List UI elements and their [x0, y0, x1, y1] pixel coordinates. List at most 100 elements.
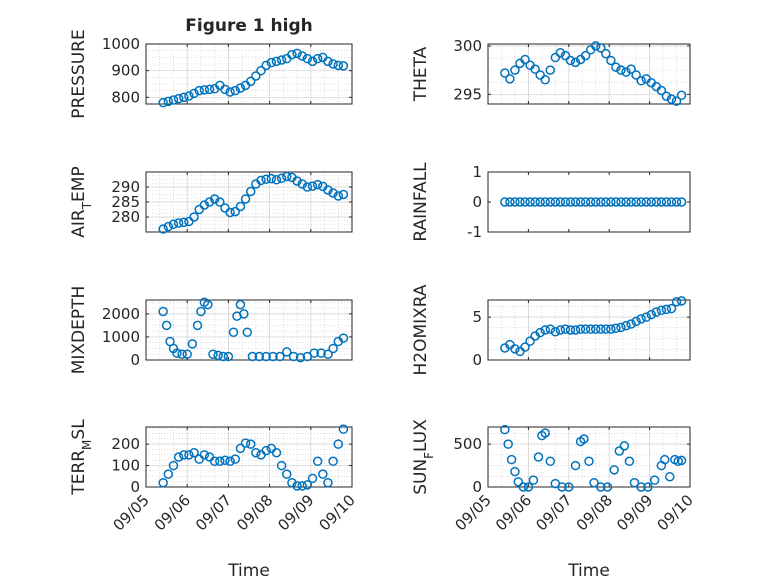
data-point — [323, 185, 333, 195]
data-point — [307, 181, 318, 191]
data-point — [626, 319, 636, 329]
data-point — [292, 481, 302, 491]
data-point — [590, 41, 601, 51]
data-point — [276, 55, 287, 65]
data-point — [328, 343, 338, 354]
data-point — [220, 203, 230, 213]
data-point — [596, 43, 606, 53]
data-point — [570, 57, 581, 68]
data-point — [333, 191, 344, 201]
data-point — [282, 171, 292, 182]
data-point — [535, 70, 545, 80]
data-point — [245, 76, 256, 87]
data-point — [192, 320, 203, 331]
x-tick-label: 09/05 — [110, 491, 153, 534]
y-tick-label: 0 — [130, 478, 140, 496]
chart-title: Figure 1 high — [185, 16, 313, 36]
data-point — [601, 197, 611, 207]
data-point — [242, 327, 253, 338]
data-point — [184, 450, 194, 460]
y-tick-label: 1 — [472, 163, 482, 181]
x-tick-label: 09/10 — [654, 491, 697, 534]
data-point — [631, 70, 641, 80]
data-point — [666, 94, 677, 104]
data-point — [580, 197, 591, 207]
data-point — [309, 348, 319, 358]
data-point — [297, 179, 307, 189]
data-point — [220, 455, 230, 465]
data-point — [545, 65, 556, 75]
data-point — [276, 460, 287, 471]
data-point — [172, 348, 182, 358]
data-point — [564, 482, 574, 492]
data-point — [665, 471, 675, 482]
data-point — [239, 309, 249, 319]
data-point — [575, 324, 586, 334]
data-point — [540, 75, 550, 85]
data-point — [584, 456, 594, 467]
y-tick-label: 290 — [111, 178, 140, 196]
data-point — [187, 339, 198, 349]
data-point — [179, 450, 189, 460]
data-point — [656, 305, 667, 316]
data-point — [288, 351, 299, 362]
data-point — [199, 200, 210, 210]
data-point — [589, 477, 599, 488]
data-point — [606, 324, 616, 334]
data-point — [204, 197, 215, 207]
axes-box — [487, 43, 691, 105]
data-point — [161, 320, 172, 331]
data-point — [235, 299, 246, 310]
data-point — [245, 186, 256, 197]
data-point — [500, 424, 510, 435]
y-tick-label: 5 — [472, 308, 482, 326]
data-point — [570, 325, 581, 335]
y-axis-label: THETA — [411, 46, 431, 102]
data-point — [251, 71, 261, 81]
data-point — [225, 207, 235, 218]
data-point — [500, 68, 510, 78]
axes-box — [145, 299, 353, 361]
x-tick-label: 09/06 — [492, 491, 535, 534]
data-point — [271, 175, 282, 185]
data-point — [196, 306, 206, 317]
data-point — [194, 85, 204, 96]
data-point — [611, 197, 621, 207]
data-point — [570, 197, 581, 207]
data-point — [676, 90, 687, 101]
data-point — [579, 434, 589, 444]
data-point — [601, 324, 611, 334]
data-point — [261, 445, 271, 456]
data-point — [661, 304, 672, 315]
y-tick-label: 285 — [111, 193, 140, 211]
data-point — [590, 324, 601, 334]
x-tick-label: 09/09 — [613, 491, 656, 534]
axes-box — [145, 43, 353, 105]
data-point — [199, 85, 210, 95]
y-axis-label: AIRTEMP — [69, 166, 94, 237]
data-point — [580, 50, 591, 61]
data-point — [646, 197, 657, 207]
x-tick-label: 09/05 — [452, 491, 495, 534]
data-point — [533, 452, 544, 462]
data-point — [297, 481, 307, 491]
data-point — [163, 469, 174, 479]
axes-mixdepth: 0 1000 2000 MIXDEPTH — [69, 286, 353, 374]
data-point — [179, 217, 189, 228]
data-point — [302, 53, 313, 64]
data-point — [333, 60, 344, 71]
data-point — [621, 67, 631, 77]
x-tick-label: 09/06 — [151, 491, 194, 534]
data-point — [636, 197, 646, 207]
data-point — [643, 482, 653, 492]
y-tick-label: 0 — [472, 193, 482, 211]
data-point — [671, 296, 682, 307]
axes-box — [487, 426, 691, 488]
data-point — [203, 299, 213, 310]
data-point — [596, 482, 606, 492]
data-point — [530, 64, 540, 74]
data-point — [266, 57, 277, 68]
